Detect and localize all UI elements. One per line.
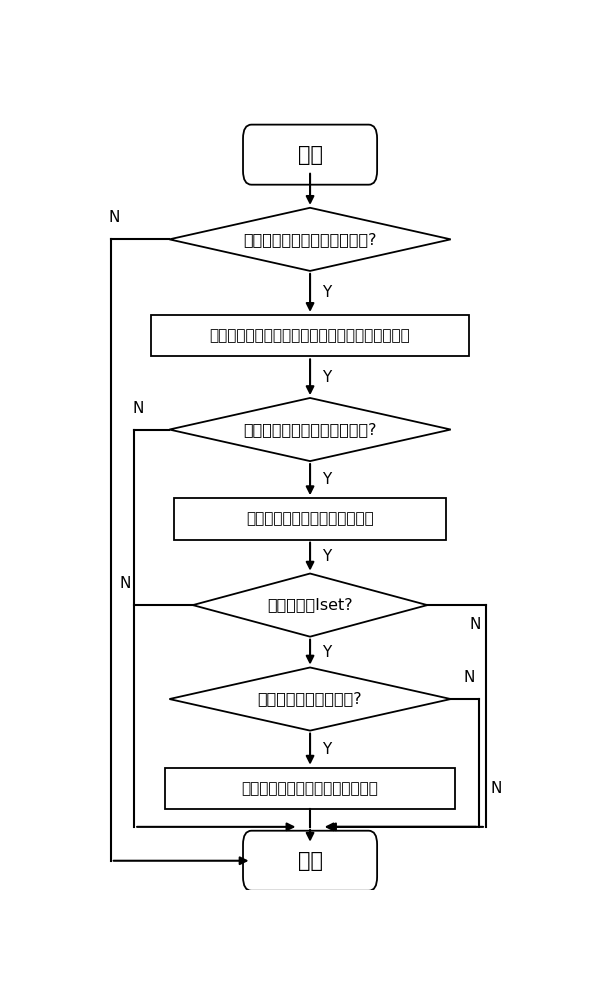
Text: Y: Y: [322, 285, 331, 300]
Text: 全周傅氏算法计算该主变支路电流和所在母线电压: 全周傅氏算法计算该主变支路电流和所在母线电压: [210, 328, 410, 343]
FancyBboxPatch shape: [243, 125, 377, 185]
Text: N: N: [109, 210, 120, 225]
Text: 结束: 结束: [298, 851, 322, 871]
Text: N: N: [491, 781, 502, 796]
Polygon shape: [169, 398, 451, 461]
Text: N: N: [132, 401, 143, 416]
Bar: [165, 768, 456, 809]
Polygon shape: [193, 574, 427, 637]
Text: N: N: [463, 670, 475, 685]
Text: Y: Y: [322, 472, 331, 487]
Text: N: N: [119, 576, 131, 591]
Text: Y: Y: [322, 742, 331, 757]
Polygon shape: [169, 667, 451, 731]
Text: 主变失灵保护动作，联跳主变三侧: 主变失灵保护动作，联跳主变三侧: [241, 781, 379, 796]
Text: 开始: 开始: [298, 145, 322, 165]
Text: 相电流大于Iset?: 相电流大于Iset?: [267, 598, 353, 613]
Text: N: N: [470, 617, 481, 632]
FancyBboxPatch shape: [243, 831, 377, 891]
Text: 复合电压和电流满足判别条件?: 复合电压和电流满足判别条件?: [243, 422, 377, 437]
Text: Y: Y: [322, 370, 331, 385]
Text: Y: Y: [322, 549, 331, 564]
Text: 余弦差分算法计算主变支路电流: 余弦差分算法计算主变支路电流: [246, 511, 374, 526]
Bar: [151, 315, 469, 356]
Bar: [174, 498, 446, 540]
Polygon shape: [169, 208, 451, 271]
Text: Y: Y: [322, 645, 331, 660]
Text: 母线保护装置动作跳主变支路?: 母线保护装置动作跳主变支路?: [243, 232, 377, 247]
Text: 持续时间大于整定延时?: 持续时间大于整定延时?: [258, 692, 362, 707]
